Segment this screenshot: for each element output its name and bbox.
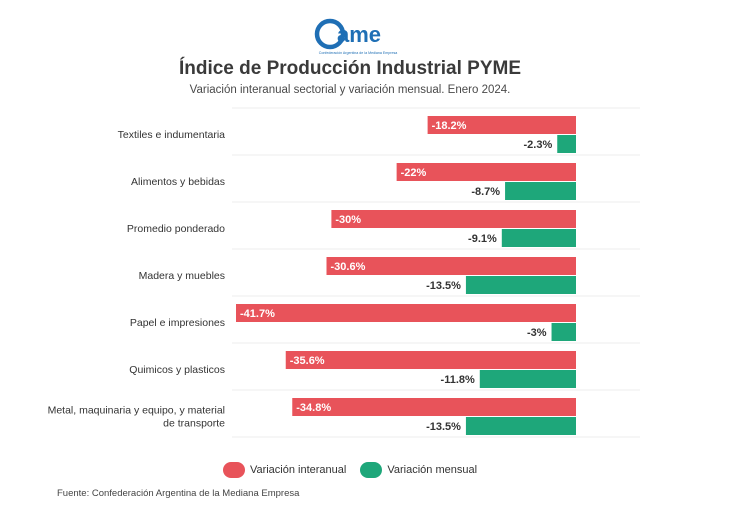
category-label: Quimicos y plasticos xyxy=(129,364,225,376)
chart-title: Índice de Producción Industrial PYME xyxy=(178,58,522,79)
data-label-interanual: -18.2% xyxy=(432,120,467,132)
bar-interanual xyxy=(326,257,576,275)
legend-item-interanual: Variación interanual xyxy=(222,462,347,478)
logo-text: ame xyxy=(337,22,381,47)
bar-mensual xyxy=(501,229,576,247)
bar-interanual xyxy=(236,304,576,322)
legend-label-interanual: Variación interanual xyxy=(249,464,347,476)
data-label-interanual: -30% xyxy=(335,214,361,226)
bar-mensual xyxy=(465,276,576,294)
source-note: Fuente: Confederación Argentina de la Me… xyxy=(57,488,300,499)
legend-label-mensual: Variación mensual xyxy=(387,464,478,476)
bar-mensual xyxy=(479,370,576,388)
category-label: Metal, maquinaria y equipo, y material de… xyxy=(48,405,226,430)
legend-item-mensual: Variación mensual xyxy=(360,462,477,478)
logo-tagline: Confederación Argentina de la Mediana Em… xyxy=(319,51,398,55)
data-label-interanual: -30.6% xyxy=(331,261,366,273)
data-label-mensual: -2.3% xyxy=(523,139,552,151)
data-label-interanual: -41.7% xyxy=(240,308,275,320)
data-label-interanual: -34.8% xyxy=(296,402,331,414)
bar-interanual xyxy=(427,116,576,134)
category-label: Papel e impresiones xyxy=(130,317,225,329)
bar-interanual xyxy=(331,210,576,228)
data-label-mensual: -11.8% xyxy=(441,374,475,386)
category-label: Madera y muebles xyxy=(139,270,225,282)
data-label-interanual: -35.6% xyxy=(290,355,325,367)
bar-interanual xyxy=(396,163,576,181)
bar-mensual xyxy=(557,135,576,153)
data-label-mensual: -8.7% xyxy=(471,186,500,198)
chart-subtitle: Variación interanual sectorial y variaci… xyxy=(189,84,511,96)
bar-interanual xyxy=(292,398,576,416)
chart-legend: Variación interanual Variación mensual xyxy=(0,462,700,478)
legend-swatch-mensual xyxy=(360,462,383,478)
data-label-mensual: -3% xyxy=(527,327,547,339)
bar-chart: Textiles e indumentaria -18.2% -2.3% Alimen… xyxy=(48,107,640,438)
bar-mensual xyxy=(551,323,576,341)
category-label: Alimentos y bebidas xyxy=(131,176,225,188)
bar-interanual xyxy=(285,351,576,369)
category-label: Textiles e indumentaria xyxy=(118,129,226,141)
data-label-mensual: -13.5% xyxy=(426,280,461,292)
legend-swatch-interanual xyxy=(222,462,245,478)
data-label-mensual: -13.5% xyxy=(426,421,461,433)
bar-mensual xyxy=(465,417,576,435)
data-label-mensual: -9.1% xyxy=(468,233,497,245)
bar-mensual xyxy=(505,182,576,200)
came-logo: ame Confederación Argentina de la Median… xyxy=(314,18,398,55)
data-label-interanual: -22% xyxy=(401,167,427,179)
category-label: Promedio ponderado xyxy=(127,223,225,235)
